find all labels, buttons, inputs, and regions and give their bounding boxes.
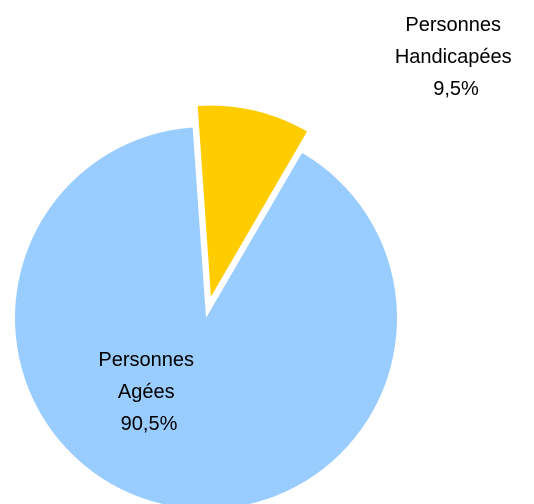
slice-value-label: 9,5% [433, 78, 479, 100]
pie-slice-personnes-agees [15, 127, 397, 504]
slice-label-line: Personnes [98, 349, 194, 371]
pie-slice-personnes-handicapees [197, 105, 308, 297]
slice-label-line: Personnes [405, 14, 501, 36]
slice-label-personnes-handicapees: Personnes Handicapées 9,5% [395, 14, 517, 100]
slice-value-label: 90,5% [121, 413, 178, 435]
slice-label-line: Handicapées [395, 46, 512, 68]
slice-label-line: Agées [118, 381, 175, 403]
slice-label-personnes-agees: Personnes Agées 90,5% [98, 349, 199, 435]
pie-slices [15, 105, 397, 504]
